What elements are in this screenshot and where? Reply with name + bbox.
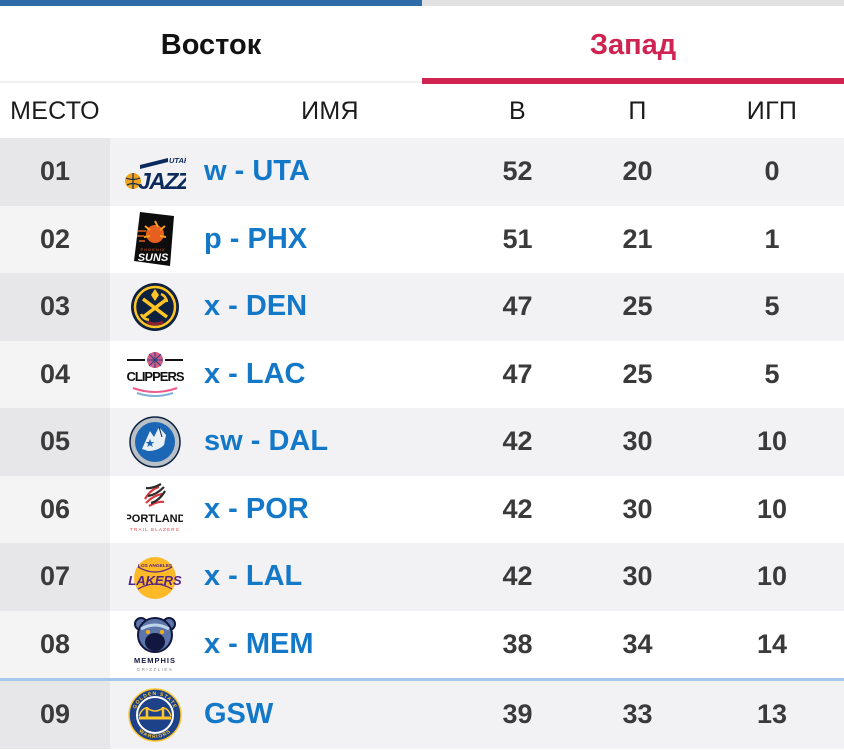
gb-cell: 10 bbox=[756, 561, 788, 592]
place-cell: 04 bbox=[0, 340, 110, 408]
place-cell: 03 bbox=[0, 273, 110, 341]
pager-indicator bbox=[0, 0, 844, 6]
table-row[interactable]: 02 PHOENIX SUNS p - PHX 51 21 1 bbox=[0, 205, 844, 273]
wins-cell: 47 bbox=[502, 358, 533, 389]
svg-text:LOS ANGELES: LOS ANGELES bbox=[138, 563, 173, 569]
svg-text:GRIZZLIES: GRIZZLIES bbox=[137, 667, 174, 672]
gb-cell: 5 bbox=[764, 358, 780, 389]
svg-text:SUNS: SUNS bbox=[138, 252, 169, 264]
la-clippers-logo: CLIPPERS bbox=[110, 348, 200, 400]
svg-text:PORTLAND: PORTLAND bbox=[127, 513, 183, 525]
svg-text:TRAIL BLAZERS: TRAIL BLAZERS bbox=[130, 527, 180, 532]
wins-cell: 42 bbox=[502, 561, 533, 592]
gb-cell: 1 bbox=[764, 223, 780, 254]
golden-state-warriors-logo: GOLDEN STATE WARRIORS bbox=[110, 687, 200, 743]
place-cell: 05 bbox=[0, 408, 110, 476]
pager-indicator-inactive bbox=[422, 0, 844, 6]
memphis-grizzlies-logo: MEMPHIS GRIZZLIES bbox=[110, 613, 200, 675]
svg-text:PHOENIX: PHOENIX bbox=[140, 247, 165, 252]
team-name-link[interactable]: p - PHX bbox=[204, 222, 308, 255]
tab-east-underline bbox=[0, 81, 422, 83]
wins-cell: 51 bbox=[502, 223, 533, 254]
gb-cell: 5 bbox=[764, 291, 780, 322]
table-row[interactable]: 03 x - DEN 47 25 5 bbox=[0, 273, 844, 341]
la-lakers-logo: LOS ANGELES LAKERS bbox=[110, 554, 200, 600]
losses-cell: 30 bbox=[622, 426, 653, 457]
svg-text:CLIPPERS: CLIPPERS bbox=[126, 369, 184, 384]
gb-cell: 13 bbox=[756, 699, 788, 730]
gb-cell: 10 bbox=[756, 493, 788, 524]
team-name-link[interactable]: w - UTA bbox=[204, 155, 310, 188]
team-name-link[interactable]: x - LAL bbox=[204, 560, 303, 593]
team-name-link[interactable]: GSW bbox=[204, 698, 274, 731]
dallas-mavericks-logo bbox=[110, 415, 200, 469]
wins-cell: 52 bbox=[502, 156, 533, 187]
place-cell: 07 bbox=[0, 543, 110, 611]
conference-tabs: Восток Запад bbox=[0, 6, 844, 84]
wins-cell: 47 bbox=[502, 291, 533, 322]
utah-jazz-logo: UTAH JAZZ bbox=[110, 150, 200, 194]
gb-cell: 14 bbox=[756, 628, 788, 659]
team-name-link[interactable]: x - MEM bbox=[204, 627, 314, 660]
place-cell: 06 bbox=[0, 475, 110, 543]
svg-text:JAZZ: JAZZ bbox=[138, 168, 186, 194]
header-losses: П bbox=[628, 96, 647, 125]
playoff-cutoff-line bbox=[0, 678, 844, 681]
table-row[interactable]: 01 UTAH JAZZ w - UTA 52 20 0 bbox=[0, 138, 844, 206]
portland-trail-blazers-logo: PORTLAND TRAIL BLAZERS bbox=[110, 481, 200, 537]
losses-cell: 30 bbox=[622, 561, 653, 592]
wins-cell: 42 bbox=[502, 493, 533, 524]
losses-cell: 25 bbox=[622, 358, 653, 389]
wins-cell: 42 bbox=[502, 426, 533, 457]
svg-text:UTAH: UTAH bbox=[169, 156, 186, 165]
team-name-link[interactable]: x - LAC bbox=[204, 357, 306, 390]
team-name-link[interactable]: sw - DAL bbox=[204, 425, 329, 458]
tab-east[interactable]: Восток bbox=[160, 28, 262, 61]
table-row[interactable]: 08 MEMPHIS GRIZZLIES x - MEM 38 34 14 bbox=[0, 610, 844, 678]
svg-text:LAKERS: LAKERS bbox=[128, 573, 182, 588]
wins-cell: 39 bbox=[502, 699, 533, 730]
table-row[interactable]: 09 GOLDEN STATE WARRIORS GSW 39 33 13 bbox=[0, 681, 844, 749]
table-row[interactable]: 07 LOS ANGELES LAKERS x - LAL 42 30 10 bbox=[0, 543, 844, 611]
losses-cell: 20 bbox=[622, 156, 653, 187]
phoenix-suns-logo: PHOENIX SUNS bbox=[110, 209, 200, 269]
header-place: МЕСТО bbox=[10, 96, 100, 125]
svg-text:MEMPHIS: MEMPHIS bbox=[134, 656, 176, 665]
header-games-behind: ИГП bbox=[746, 96, 798, 125]
tab-west[interactable]: Запад bbox=[589, 28, 677, 61]
losses-cell: 33 bbox=[622, 699, 653, 730]
place-cell: 08 bbox=[0, 610, 110, 678]
header-name: ИМЯ bbox=[301, 96, 359, 125]
losses-cell: 34 bbox=[622, 628, 653, 659]
pager-indicator-active bbox=[0, 0, 422, 6]
gb-cell: 0 bbox=[764, 156, 780, 187]
table-row[interactable]: 05 sw - DAL 42 30 10 bbox=[0, 408, 844, 476]
svg-text:WARRIORS: WARRIORS bbox=[138, 728, 173, 740]
place-cell: 01 bbox=[0, 138, 110, 206]
table-row[interactable]: 06 PORTLAND TRAIL BLAZERS x - POR 42 30 … bbox=[0, 475, 844, 543]
denver-nuggets-logo bbox=[110, 281, 200, 333]
tab-west-active-underline bbox=[422, 78, 844, 84]
table-header: МЕСТО ИМЯ В П ИГП bbox=[0, 84, 844, 138]
gb-cell: 10 bbox=[756, 426, 788, 457]
place-cell: 02 bbox=[0, 205, 110, 273]
place-cell: 09 bbox=[0, 681, 110, 749]
team-name-link[interactable]: x - DEN bbox=[204, 290, 308, 323]
team-name-link[interactable]: x - POR bbox=[204, 492, 309, 525]
header-wins: В bbox=[509, 96, 526, 125]
losses-cell: 30 bbox=[622, 493, 653, 524]
table-row[interactable]: 04 CLIPPERS x - LAC 47 25 5 bbox=[0, 340, 844, 408]
losses-cell: 21 bbox=[622, 223, 653, 254]
wins-cell: 38 bbox=[502, 628, 533, 659]
losses-cell: 25 bbox=[622, 291, 653, 322]
